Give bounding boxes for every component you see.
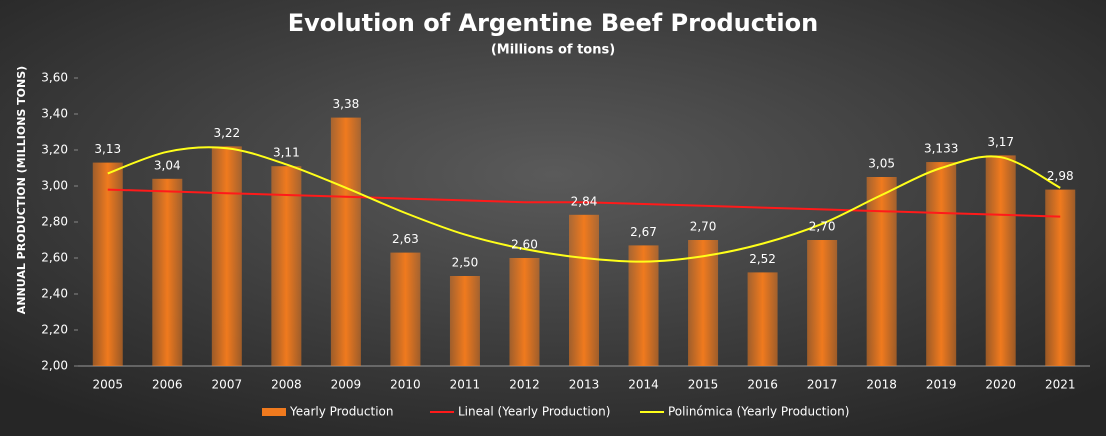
bar: [866, 177, 897, 366]
y-tick-label: 2,00: [41, 359, 68, 373]
data-label: 2,50: [452, 256, 479, 270]
data-label: 2,60: [511, 238, 538, 252]
data-label: 2,98: [1047, 169, 1074, 183]
data-label: 3,11: [273, 146, 300, 160]
y-tick-label: 2,60: [41, 251, 68, 265]
x-tick-label: 2012: [509, 378, 540, 392]
bar: [92, 162, 123, 366]
data-label: 3,38: [333, 97, 360, 111]
legend-label: Polinómica (Yearly Production): [668, 405, 849, 419]
x-tick-label: 2008: [271, 378, 302, 392]
bar: [1045, 189, 1076, 366]
data-label: 2,52: [749, 252, 776, 266]
bar: [152, 178, 183, 366]
bar: [211, 146, 242, 366]
trend-line: [107, 146, 1061, 263]
x-tick-label: 2017: [807, 378, 838, 392]
y-tick-label: 3,60: [41, 71, 68, 85]
bar: [449, 276, 480, 366]
y-tick-label: 2,40: [41, 287, 68, 301]
x-tick-label: 2010: [390, 378, 421, 392]
legend-swatch: [262, 408, 286, 416]
x-tick-label: 2014: [628, 378, 659, 392]
bar: [688, 240, 719, 366]
bar: [569, 214, 599, 366]
bar: [271, 166, 302, 366]
x-tick-label: 2020: [985, 378, 1016, 392]
chart-subtitle: (Millions of tons): [491, 43, 615, 58]
y-tick-label: 3,40: [41, 107, 68, 121]
legend-label: Lineal (Yearly Production): [458, 405, 610, 419]
y-axis-label: ANNUAL PRODUCTION (MILLIONS TONS): [15, 66, 28, 314]
x-tick-label: 2011: [450, 378, 481, 392]
data-label: 2,67: [630, 225, 657, 239]
legend-label: Yearly Production: [289, 405, 394, 419]
trend-line: [107, 188, 1061, 218]
x-tick-label: 2015: [688, 378, 719, 392]
x-tick-label: 2019: [926, 378, 957, 392]
y-tick-label: 2,20: [41, 323, 68, 337]
bar: [330, 117, 361, 366]
data-label: 3,13: [94, 142, 121, 156]
data-label: 3,05: [868, 157, 895, 171]
y-tick-label: 2,80: [41, 215, 68, 229]
x-tick-label: 2021: [1045, 378, 1076, 392]
x-tick-label: 2018: [866, 378, 897, 392]
data-label: 3,04: [154, 158, 181, 172]
data-label: 3,133: [924, 142, 958, 156]
y-tick-label: 3,00: [41, 179, 68, 193]
bar: [807, 240, 838, 366]
bar: [985, 155, 1016, 366]
x-tick-label: 2006: [152, 378, 183, 392]
data-label: 3,17: [987, 135, 1014, 149]
x-tick-label: 2009: [331, 378, 362, 392]
chart-title: Evolution of Argentine Beef Production: [288, 9, 818, 37]
data-label: 2,63: [392, 232, 419, 246]
x-tick-label: 2013: [569, 378, 600, 392]
x-tick-label: 2007: [212, 378, 243, 392]
bar: [628, 245, 659, 366]
bar: [509, 258, 540, 366]
data-label: 3,22: [213, 126, 240, 140]
x-tick-label: 2016: [747, 378, 778, 392]
y-tick-label: 3,20: [41, 143, 68, 157]
data-label: 2,84: [571, 194, 598, 208]
bar: [390, 252, 421, 366]
data-label: 2,70: [809, 220, 836, 234]
bar: [926, 162, 957, 366]
bar: [747, 272, 778, 366]
data-label: 2,70: [690, 220, 717, 234]
x-tick-label: 2005: [92, 378, 123, 392]
